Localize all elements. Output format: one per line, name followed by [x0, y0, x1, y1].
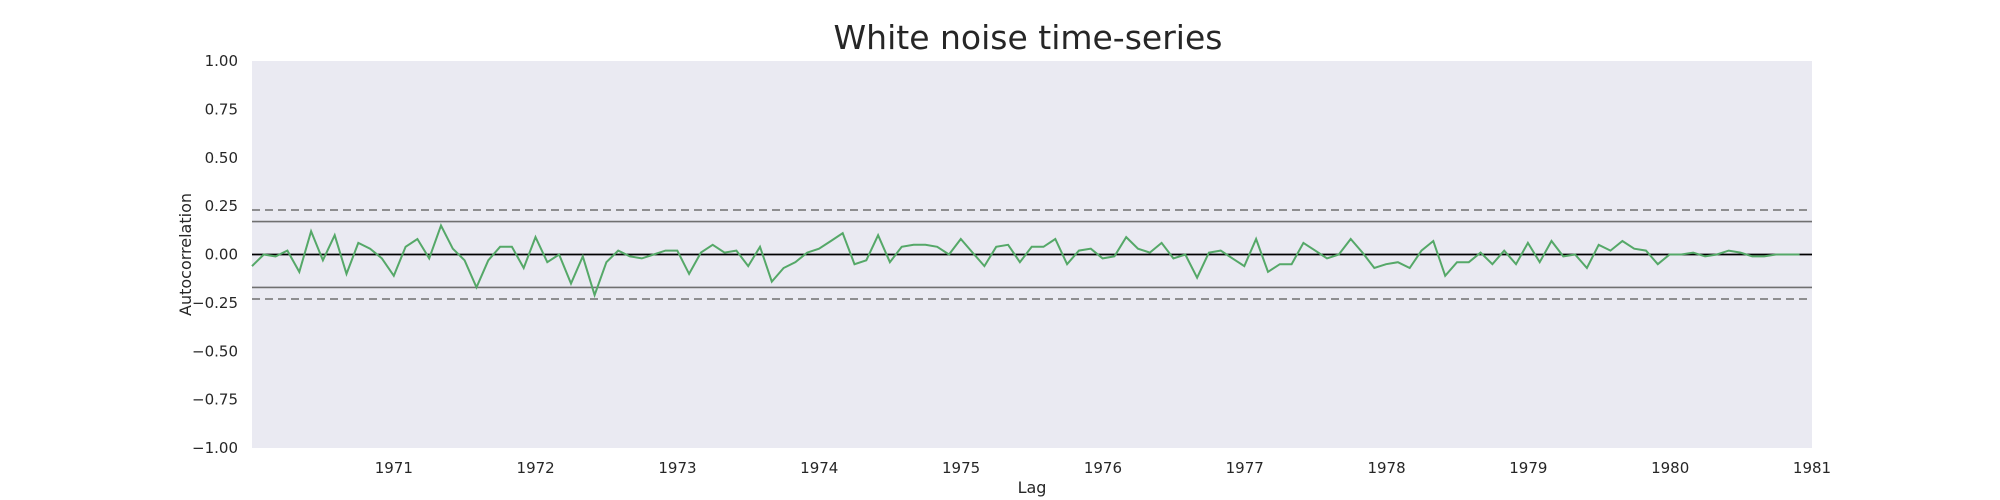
- y-axis-title: Autocorrelation: [176, 193, 195, 316]
- x-tick-label: 1981: [1793, 459, 1831, 477]
- reference-lines: [252, 209, 1812, 300]
- x-axis-ticks: 1971 1972 1973 1974 1975 1976 1977 1978 1979 1980…: [375, 459, 1831, 477]
- x-tick-label: 1979: [1509, 459, 1547, 477]
- y-tick-label: −0.50: [192, 342, 238, 360]
- x-tick-label: 1976: [1084, 459, 1122, 477]
- x-tick-label: 1975: [942, 459, 980, 477]
- x-tick-label: 1972: [517, 459, 555, 477]
- y-tick-label: −1.00: [192, 439, 238, 457]
- series-line: [251, 222, 1800, 299]
- y-axis-ticks: 1.00 0.75 0.50 0.25 0.00 −0.25 −0.50 −0.75 −1.00: [192, 52, 238, 457]
- x-tick-label: 1971: [375, 459, 413, 477]
- x-tick-label: 1977: [1226, 459, 1264, 477]
- x-tick-label: 1973: [658, 459, 696, 477]
- y-tick-label: 1.00: [205, 52, 238, 70]
- y-tick-label: −0.75: [192, 391, 238, 409]
- x-tick-label: 1978: [1367, 459, 1405, 477]
- y-tick-label: 0.50: [205, 149, 238, 167]
- y-tick-label: 0.00: [205, 246, 238, 264]
- y-tick-label: −0.25: [192, 294, 238, 312]
- chart-title: White noise time-series: [833, 18, 1223, 57]
- y-tick-label: 0.75: [205, 100, 238, 118]
- x-tick-label: 1974: [800, 459, 838, 477]
- y-tick-label: 0.25: [205, 197, 238, 215]
- x-axis-title: Lag: [1018, 478, 1047, 497]
- x-tick-label: 1980: [1651, 459, 1689, 477]
